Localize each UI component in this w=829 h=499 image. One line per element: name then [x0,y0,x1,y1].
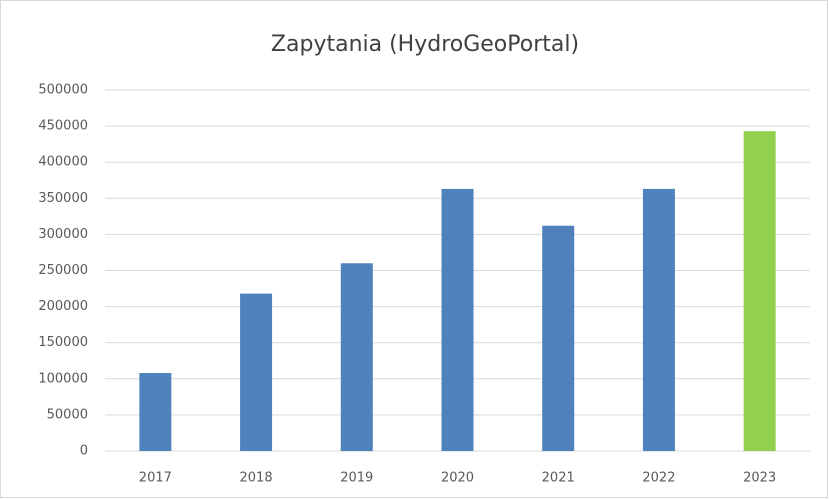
y-tick-label: 250000 [38,263,88,278]
bar [240,293,273,451]
x-tick-label: 2020 [441,471,474,486]
y-tick-label: 150000 [38,335,88,350]
x-tick-label: 2021 [542,471,575,486]
bar [542,225,575,451]
y-tick-label: 450000 [38,119,88,134]
y-tick-label: 0 [80,444,88,459]
bar [441,188,474,451]
y-tick-label: 50000 [47,407,88,422]
y-tick-label: 400000 [38,155,88,170]
y-tick-label: 100000 [38,371,88,386]
x-tick-label: 2018 [240,471,273,486]
x-tick-label: 2017 [139,471,172,486]
y-tick-label: 200000 [38,299,88,314]
y-tick-label: 350000 [38,191,88,206]
y-tick-label: 300000 [38,227,88,242]
bar [642,188,675,451]
bar [139,373,172,451]
y-tick-label: 500000 [38,83,88,98]
chart-title: Zapytania (HydroGeoPortal) [271,32,579,57]
x-tick-label: 2019 [340,471,373,486]
bar [340,263,373,451]
bar [743,131,776,452]
x-tick-label: 2022 [642,471,675,486]
x-tick-label: 2023 [743,471,776,486]
